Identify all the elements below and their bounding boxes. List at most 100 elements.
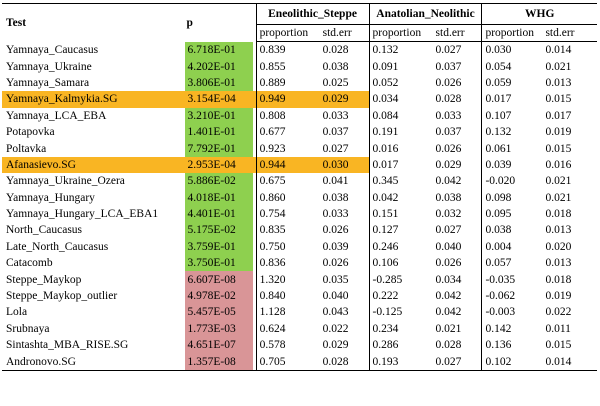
table-row: Yamnaya_Ukraine 4.202E-01 0.855 0.038 0.091 0… <box>2 58 597 75</box>
steppe-proportion-cell: 1.128 <box>259 306 286 319</box>
anatolian-std-err-cell: 0.026 <box>432 255 483 272</box>
p-value-cell: 6.718E-01 <box>184 41 254 59</box>
gap-cell <box>253 353 257 371</box>
p-value-cell: 1.357E-08 <box>184 353 254 371</box>
anatolian-proportion-cell: 0.106 <box>372 257 399 270</box>
subheader-proportion: proportion <box>481 24 543 42</box>
whg-std-err-cell: 0.021 <box>545 191 572 204</box>
test-name-cell: Yamnaya_Kalmykia.SG <box>2 91 185 108</box>
whg-proportion-cell: -0.003 <box>485 306 516 319</box>
p-column-header: p <box>184 3 254 42</box>
steppe-std-err-cell: 0.035 <box>319 271 370 288</box>
test-name-cell: Poltavka <box>6 142 47 155</box>
table-row: Yamnaya_Caucasus 6.718E-01 0.839 0.028 0.132… <box>2 41 597 59</box>
anatolian-std-err-cell: 0.034 <box>432 271 483 288</box>
test-name-cell: Yamnaya_Caucasus <box>6 43 99 56</box>
p-value-cell: 1.773E-03 <box>184 320 254 338</box>
anatolian-proportion-cell: 0.034 <box>372 93 399 106</box>
p-value-cell: 4.978E-02 <box>184 287 254 305</box>
test-name-cell: Late_North_Caucasus <box>6 240 109 253</box>
gap-cell <box>253 238 257 256</box>
steppe-proportion-cell: 0.836 <box>259 257 286 270</box>
steppe-proportion-cell: 0.835 <box>259 224 286 237</box>
anatolian-std-err-cell: 0.037 <box>432 123 483 141</box>
anatolian-std-err-cell: 0.028 <box>432 91 483 108</box>
table-row: Potapovka 1.401E-01 0.677 0.037 0.191 0.037 0.… <box>2 123 597 141</box>
gap-cell <box>253 123 257 141</box>
test-name-cell: Lola <box>6 306 28 319</box>
gap-cell <box>253 304 257 321</box>
group-header-whg: WHG <box>481 3 597 25</box>
anatolian-std-err-cell: 0.027 <box>432 353 483 371</box>
whg-proportion-cell: -0.062 <box>485 290 516 303</box>
steppe-std-err-cell: 0.033 <box>319 107 370 124</box>
anatolian-proportion-cell: 0.222 <box>372 290 399 303</box>
whg-proportion-cell: 0.038 <box>485 224 512 237</box>
steppe-proportion-cell: 0.944 <box>256 156 320 174</box>
steppe-proportion-cell: 0.855 <box>259 60 286 73</box>
subheader-std-err: std.err <box>432 24 483 42</box>
results-table-container: Test p Eneolithic_Steppe Anatolian_Neoli… <box>2 3 597 371</box>
gap-cell <box>253 320 257 338</box>
table-row: Late_North_Caucasus 3.759E-01 0.750 0.039 0.… <box>2 238 597 256</box>
table-row: Andronovo.SG 1.357E-08 0.705 0.028 0.193 0.02… <box>2 353 597 371</box>
test-name-cell: Afanasievo.SG <box>2 156 185 174</box>
anatolian-proportion-cell: 0.042 <box>372 191 399 204</box>
anatolian-proportion-cell: 0.016 <box>372 142 399 155</box>
table-row: Catacomb 3.750E-01 0.836 0.026 0.106 0.026 0.0… <box>2 255 597 272</box>
whg-proportion-cell: 0.039 <box>485 158 512 171</box>
whg-std-err-cell: 0.013 <box>545 76 572 89</box>
anatolian-proportion-cell: 0.345 <box>372 175 399 188</box>
anatolian-std-err-cell: 0.033 <box>432 107 483 124</box>
steppe-std-err-cell: 0.028 <box>319 41 370 59</box>
gap-cell <box>253 255 257 272</box>
p-value-cell: 3.806E-01 <box>184 74 254 92</box>
whg-std-err-cell: 0.013 <box>545 224 572 237</box>
table-row: Yamnaya_Hungary 4.018E-01 0.860 0.038 0.042 0… <box>2 189 597 206</box>
p-value-cell: 3.154E-04 <box>184 91 254 108</box>
table-row: Yamnaya_Samara 3.806E-01 0.889 0.025 0.052 0.… <box>2 74 597 92</box>
table-row: Yamnaya_LCA_EBA 3.210E-01 0.808 0.033 0.084 0… <box>2 107 597 124</box>
anatolian-std-err-cell: 0.042 <box>432 173 483 190</box>
steppe-proportion-cell: 0.705 <box>256 353 320 371</box>
anatolian-std-err-cell: 0.037 <box>432 58 483 75</box>
gap-cell <box>253 91 257 108</box>
gap-cell <box>253 287 257 305</box>
p-value-cell: 4.202E-01 <box>184 58 254 75</box>
test-name-cell: Catacomb <box>6 257 53 270</box>
whg-proportion-cell: 0.030 <box>485 44 512 57</box>
group-header-anatolian-neolithic: Anatolian_Neolithic <box>369 3 483 25</box>
subheader-proportion: proportion <box>256 24 320 42</box>
whg-std-err-cell: 0.015 <box>545 142 572 155</box>
whg-proportion-cell: 0.102 <box>481 353 543 371</box>
whg-std-err-cell: 0.017 <box>545 109 572 122</box>
header-gap <box>253 3 257 42</box>
whg-proportion-cell: 0.107 <box>485 109 512 122</box>
anatolian-std-err-cell: 0.032 <box>432 205 483 223</box>
steppe-std-err-cell: 0.043 <box>319 304 370 321</box>
p-value-cell: 5.175E-02 <box>184 222 254 239</box>
whg-proportion-cell: 0.057 <box>485 257 512 270</box>
anatolian-std-err-cell: 0.029 <box>432 156 483 174</box>
whg-std-err-cell: 0.020 <box>545 240 572 253</box>
anatolian-proportion-cell: 0.234 <box>372 322 399 335</box>
steppe-proportion-cell: 0.624 <box>259 322 286 335</box>
table-row: Steppe_Maykop 6.607E-08 1.320 0.035 -0.285 0.… <box>2 271 597 288</box>
table-row: Afanasievo.SG 2.953E-04 0.944 0.030 0.017 0.0… <box>2 156 597 174</box>
steppe-std-err-cell: 0.038 <box>319 58 370 75</box>
table-body: Yamnaya_Caucasus 6.718E-01 0.839 0.028 0.132… <box>2 41 597 371</box>
table-row: Yamnaya_Hungary_LCA_EBA1 4.401E-01 0.754 0.… <box>2 205 597 223</box>
anatolian-std-err-cell: 0.042 <box>432 304 483 321</box>
anatolian-proportion-cell: 0.246 <box>372 240 399 253</box>
whg-proportion-cell: 0.054 <box>485 60 512 73</box>
anatolian-proportion-cell: 0.193 <box>369 353 433 371</box>
whg-std-err-cell: 0.015 <box>545 93 572 106</box>
p-value-cell: 3.750E-01 <box>184 255 254 272</box>
steppe-proportion-cell: 0.675 <box>259 175 286 188</box>
steppe-proportion-cell: 0.949 <box>256 91 320 108</box>
steppe-proportion-cell: 0.578 <box>259 339 286 352</box>
anatolian-proportion-cell: 0.091 <box>372 60 399 73</box>
anatolian-proportion-cell: 0.052 <box>372 76 399 89</box>
gap-cell <box>253 140 257 157</box>
p-value-cell: 5.886E-02 <box>184 173 254 190</box>
